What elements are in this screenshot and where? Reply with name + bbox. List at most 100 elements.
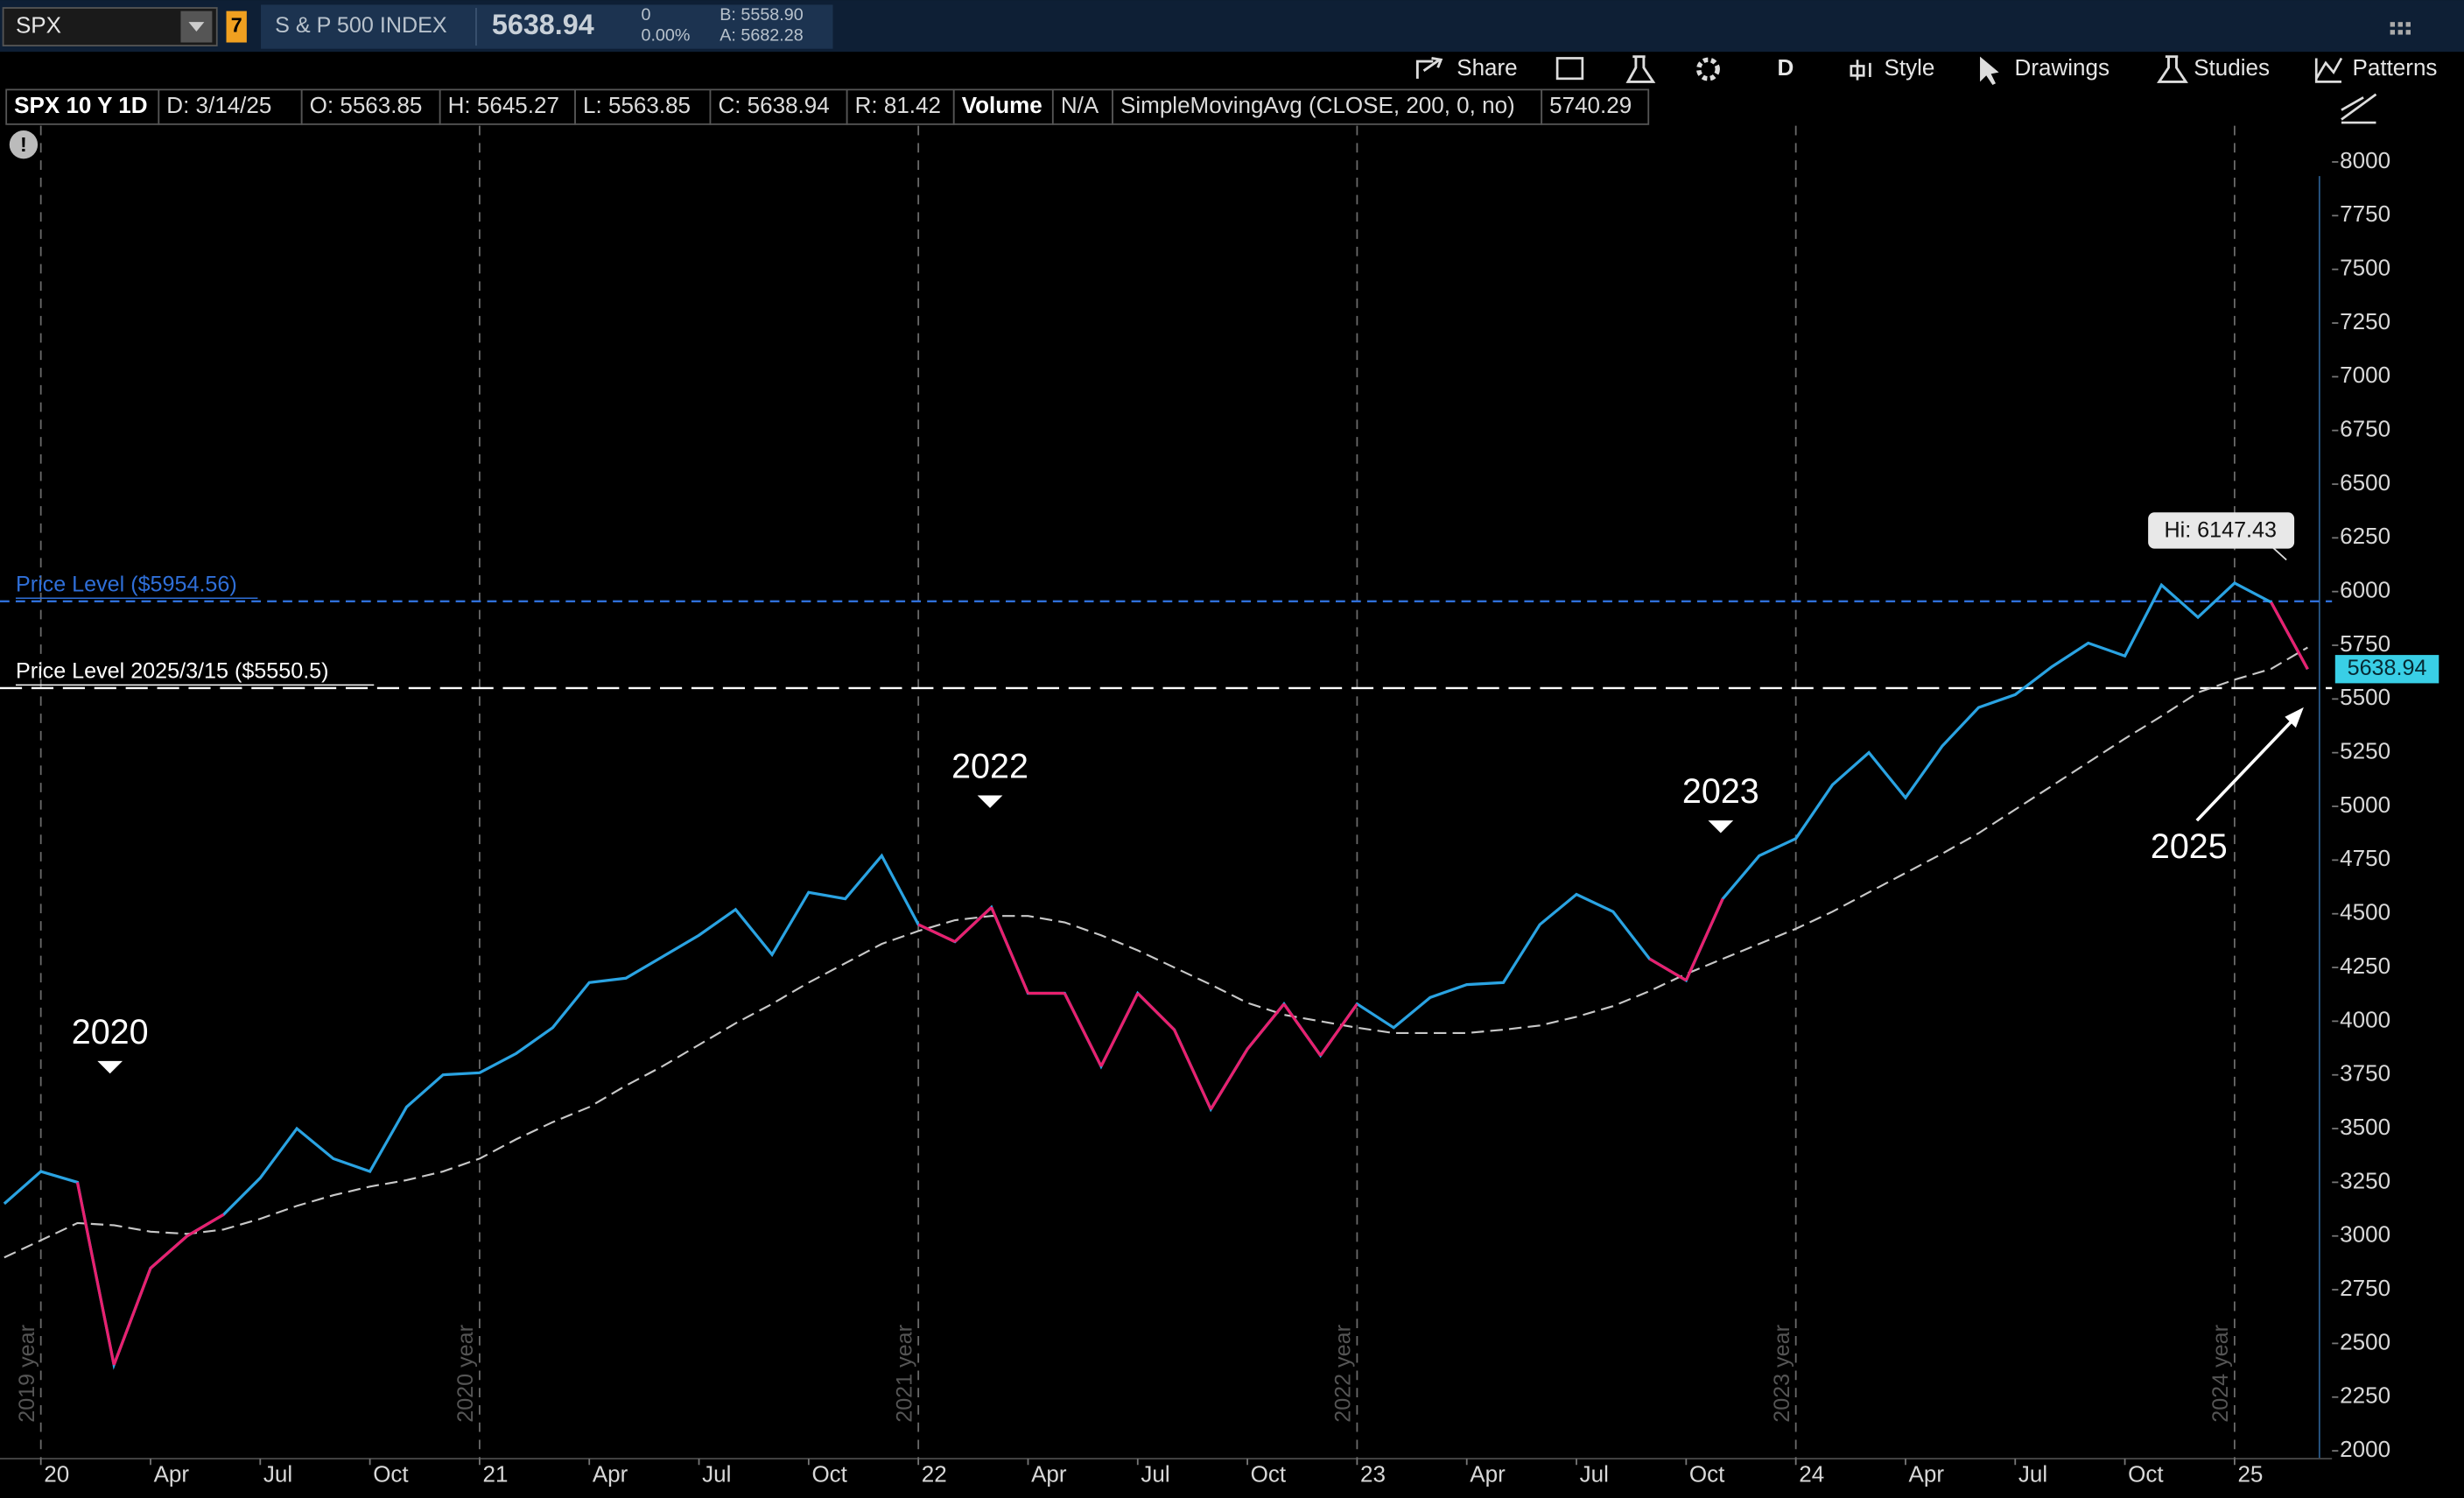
y-tick-label: 7750 — [2340, 200, 2390, 227]
high-box — [2148, 512, 2295, 549]
annotation-arrowhead — [2285, 707, 2304, 728]
studies-button[interactable]: Studies — [2194, 54, 2270, 81]
price-down-segment — [149, 1234, 188, 1269]
info-text: D: 3/14/25 — [166, 92, 271, 118]
price-down-segment — [2270, 601, 2309, 671]
y-tick-label: 2500 — [2340, 1328, 2390, 1354]
info-text: N/A — [1061, 92, 1099, 118]
y-tick-label: 5500 — [2340, 684, 2390, 710]
patterns-icon[interactable] — [2314, 57, 2343, 83]
last-price-label: 5638.94 — [2348, 656, 2427, 680]
year-label: 2020 year — [453, 1325, 478, 1423]
flask-icon[interactable] — [1625, 55, 1656, 83]
year-label: 2019 year — [15, 1325, 39, 1423]
info-text: O: 5563.85 — [310, 92, 423, 118]
y-tick-label: 2250 — [2340, 1382, 2390, 1409]
alert-mark: ! — [20, 133, 27, 156]
annotation-marker — [977, 795, 1003, 808]
annotation: 2020 — [72, 1013, 149, 1051]
high-pointer — [2271, 546, 2287, 561]
x-tick-label: Jul — [1141, 1461, 1169, 1487]
price-down-segment — [917, 923, 956, 944]
change-pct: 0.00% — [641, 26, 690, 46]
y-tick-label: 3000 — [2340, 1221, 2390, 1248]
annotation-marker — [1708, 820, 1734, 833]
x-tick-label: Oct — [811, 1461, 847, 1487]
y-tick-label: 6750 — [2340, 416, 2390, 442]
bid: B: 5558.90 — [720, 5, 803, 25]
info-text: SPX 10 Y 1D — [14, 92, 147, 118]
x-tick-label: Oct — [1689, 1461, 1725, 1487]
drawings-button[interactable]: Drawings — [2015, 54, 2109, 81]
quote-panel — [261, 4, 833, 49]
price-down-segment — [1136, 992, 1176, 1031]
y-tick-label: 2000 — [2340, 1436, 2390, 1462]
info-cell — [1541, 88, 1650, 125]
price-down-segment — [1319, 1002, 1358, 1057]
y-tick-label: 4750 — [2340, 845, 2390, 871]
x-tick-label: Apr — [1470, 1461, 1506, 1487]
x-tick-label: Apr — [1909, 1461, 1945, 1487]
info-cell — [300, 88, 441, 125]
symbol: SPX — [16, 11, 61, 38]
y-tick-label: 4000 — [2340, 1006, 2390, 1032]
description: S & P 500 INDEX — [275, 13, 447, 38]
share-button[interactable]: Share — [1457, 54, 1517, 81]
y-tick-label: 6500 — [2340, 469, 2390, 496]
y-tick-label: 3500 — [2340, 1114, 2390, 1140]
x-tick-label: Apr — [593, 1461, 628, 1487]
change: 0 — [641, 5, 650, 25]
x-tick-label: Jul — [1580, 1461, 1609, 1487]
studies-icon[interactable] — [2157, 55, 2188, 83]
price-down-segment — [1063, 992, 1103, 1067]
style-icon[interactable] — [1850, 60, 1871, 81]
alert-icon[interactable] — [9, 130, 39, 159]
x-tick-label: Apr — [1031, 1461, 1067, 1487]
x-tick-label: 20 — [44, 1461, 69, 1487]
snapshot-icon[interactable] — [1555, 57, 1584, 81]
patterns-button[interactable]: Patterns — [2353, 54, 2438, 81]
info-cell — [1051, 88, 1113, 125]
year-label: 2024 year — [2208, 1325, 2233, 1423]
price-down-segment — [1648, 957, 1688, 982]
x-tick-label: Apr — [154, 1461, 190, 1487]
y-tick-label: 8000 — [2340, 147, 2390, 173]
price-down-segment — [1684, 897, 1724, 981]
chart: 2019 year 2020 year 2021 year 2022 year 2023… — [0, 125, 2439, 1487]
period-button[interactable]: D — [1777, 54, 1794, 81]
y-tick-label: 5750 — [2340, 630, 2390, 657]
info-text: R: 81.42 — [855, 92, 941, 118]
draw-tool-icon[interactable] — [2341, 93, 2377, 124]
badge-text: 7 — [231, 14, 242, 37]
price-down-segment — [1173, 1029, 1212, 1110]
y-tick-label: 4250 — [2340, 953, 2390, 979]
price-down-segment — [75, 1182, 116, 1366]
x-tick-label: Oct — [1251, 1461, 1287, 1487]
sma-line — [4, 646, 2308, 1259]
annotation: 2023 — [1682, 772, 1759, 811]
info-bar: SPX 10 Y 1D D: 3/14/25 O: 5563.85 H: 5645.2… — [5, 88, 1650, 125]
badge[interactable] — [226, 11, 247, 43]
x-tick-label: Oct — [2128, 1461, 2164, 1487]
price-down-segment — [1246, 1002, 1286, 1051]
info-text: Volume — [962, 92, 1042, 118]
info-cell — [952, 88, 1054, 125]
settings-icon[interactable] — [1696, 57, 1720, 81]
info-text: L: 5563.85 — [583, 92, 691, 118]
x-tick-label: Jul — [2018, 1461, 2047, 1487]
y-tick-label: 6250 — [2340, 523, 2390, 549]
price-down-segment — [1282, 1002, 1322, 1057]
last-price: 5638.94 — [492, 9, 594, 40]
grid-icon[interactable] — [2390, 22, 2411, 35]
price-down-segment — [953, 906, 993, 943]
year-label: 2021 year — [892, 1325, 916, 1423]
toolbar — [0, 52, 2464, 88]
drawings-icon[interactable] — [1980, 56, 1999, 85]
annotation-marker — [97, 1060, 123, 1074]
share-icon[interactable] — [1415, 57, 1443, 79]
y-tick-label: 3750 — [2340, 1060, 2390, 1087]
style-button[interactable]: Style — [1885, 54, 1935, 81]
info-cell — [439, 88, 576, 125]
